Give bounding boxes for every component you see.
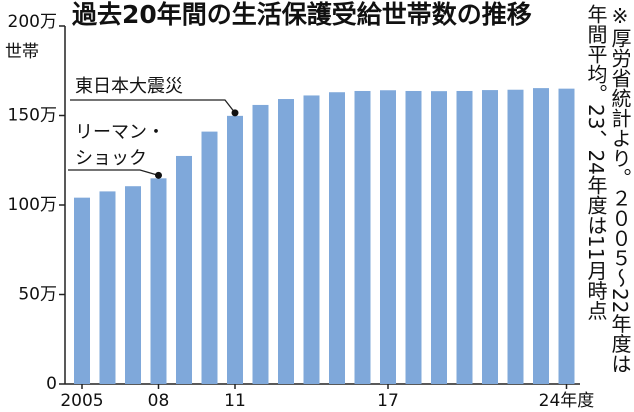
bar xyxy=(74,197,90,384)
x-tick-label: 08 xyxy=(148,391,170,411)
y-tick-label: 150万 xyxy=(8,106,57,126)
bar xyxy=(201,131,218,384)
annotation-dot xyxy=(231,109,239,117)
annotation: ショック xyxy=(75,148,147,169)
bar xyxy=(252,104,269,385)
bar xyxy=(507,89,524,384)
bar xyxy=(278,99,294,385)
bar xyxy=(303,95,320,385)
x-tick-label: 11 xyxy=(224,391,246,411)
x-tick-label: 24年度 xyxy=(539,391,595,411)
bar xyxy=(482,90,498,384)
bar xyxy=(329,92,345,384)
note: 年間平均。23、24年度は11月時点 xyxy=(584,4,608,321)
annotation: リーマン・ xyxy=(75,122,165,143)
bar xyxy=(405,90,422,385)
note: ※厚労省統計より。２００５～22年度は xyxy=(608,4,632,373)
x-tick-label: 2005 xyxy=(60,391,103,411)
bar xyxy=(125,186,141,384)
y-unit: 世帯 xyxy=(5,42,39,62)
bar xyxy=(99,191,116,384)
annotation-leader xyxy=(68,169,159,176)
annotation-dot xyxy=(155,171,162,179)
annotation: 東日本大震災 xyxy=(75,76,183,97)
y-tick-label: 100万 xyxy=(8,195,57,215)
bar xyxy=(431,91,447,384)
bar xyxy=(150,178,167,384)
chart-title: 過去20年間の生活保護受給世帯数の推移 xyxy=(72,0,532,29)
bar xyxy=(558,88,575,385)
x-tick-label: 17 xyxy=(377,391,399,411)
annotation-leader xyxy=(70,99,236,114)
y-tick-label: 0 xyxy=(46,374,57,394)
y-tick-label: 50万 xyxy=(18,285,57,305)
bar xyxy=(176,155,192,384)
bar xyxy=(456,90,473,385)
bar xyxy=(380,90,396,385)
bar xyxy=(533,88,549,384)
bar xyxy=(227,115,243,384)
bar xyxy=(354,90,371,385)
y-tick-label: 200万 xyxy=(8,12,57,32)
